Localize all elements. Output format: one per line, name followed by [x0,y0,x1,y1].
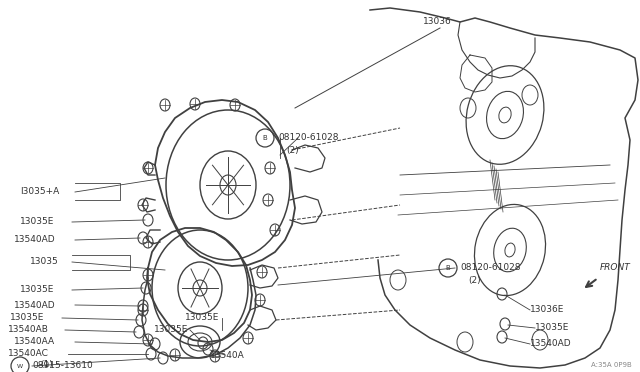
Text: 13540AD: 13540AD [14,301,56,310]
Text: 13540AC: 13540AC [8,350,49,359]
Text: 13540AD: 13540AD [14,235,56,244]
Text: 13035E: 13035E [154,326,188,334]
Text: B: B [262,135,268,141]
Text: 08120-61028: 08120-61028 [460,263,520,273]
Text: W: W [17,363,23,369]
Text: (2): (2) [286,145,299,154]
Text: FRONT: FRONT [600,263,631,273]
Text: 13035E: 13035E [535,324,570,333]
Text: 13540AA: 13540AA [14,337,55,346]
Text: 13540AB: 13540AB [8,326,49,334]
Text: B: B [445,265,451,271]
Text: 13035E: 13035E [10,314,44,323]
Text: 08120-61028: 08120-61028 [278,134,339,142]
Text: (2): (2) [468,276,481,285]
Text: I3035+A: I3035+A [20,187,60,196]
Text: 08915-13610: 08915-13610 [32,362,93,371]
Text: (1): (1) [40,359,52,369]
Text: 13035E: 13035E [185,314,220,323]
Text: A:35A 0P9B: A:35A 0P9B [591,362,632,368]
Text: 13036E: 13036E [530,305,564,314]
Text: 13036: 13036 [422,17,451,26]
Text: 13540A: 13540A [210,350,244,359]
Text: 13035E: 13035E [20,285,54,295]
Text: 13035: 13035 [30,257,59,266]
Text: 13035E: 13035E [20,218,54,227]
Text: 13540AD: 13540AD [530,340,572,349]
